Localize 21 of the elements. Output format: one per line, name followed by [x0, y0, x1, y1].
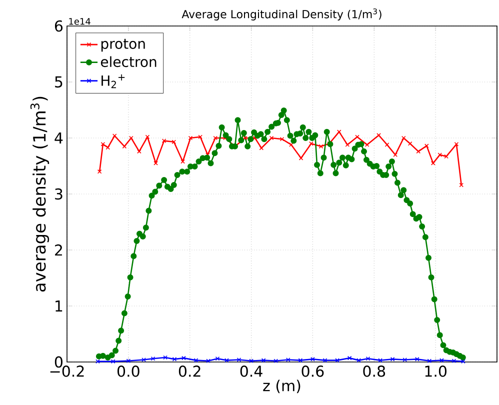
y-tick-label: 2	[55, 244, 62, 256]
text: 1e14	[69, 18, 90, 25]
legend-label: proton	[101, 38, 145, 52]
y-tick-label: 6	[54, 20, 63, 32]
x-tick-label: 0.2	[178, 366, 200, 377]
x-tick-label: 1.0	[425, 366, 446, 377]
x-tick-label: 0.0	[117, 366, 140, 377]
y-axis-title: average density (1/m$^{3}$)	[30, 96, 50, 292]
y-tick-label: 4	[54, 132, 63, 144]
x-tick-label: 0.8	[363, 366, 386, 377]
y-tick-label: 5	[55, 76, 62, 88]
y-tick-label: 0	[54, 356, 62, 368]
y-tick-label: 1	[56, 300, 62, 312]
chart-title: Average Longitudinal Density (1/m$^{3}$)	[182, 8, 382, 20]
y-tick-label: 3	[55, 188, 62, 200]
legend-label: H$_{2}$+	[102, 74, 125, 88]
x-axis-title: z (m)	[263, 380, 300, 394]
x-tick-label: 0.6	[302, 366, 324, 377]
x-tick-label: 0.4	[240, 366, 262, 377]
x-tick-label: −0.2	[50, 366, 84, 377]
legend-label: electron	[100, 56, 156, 68]
